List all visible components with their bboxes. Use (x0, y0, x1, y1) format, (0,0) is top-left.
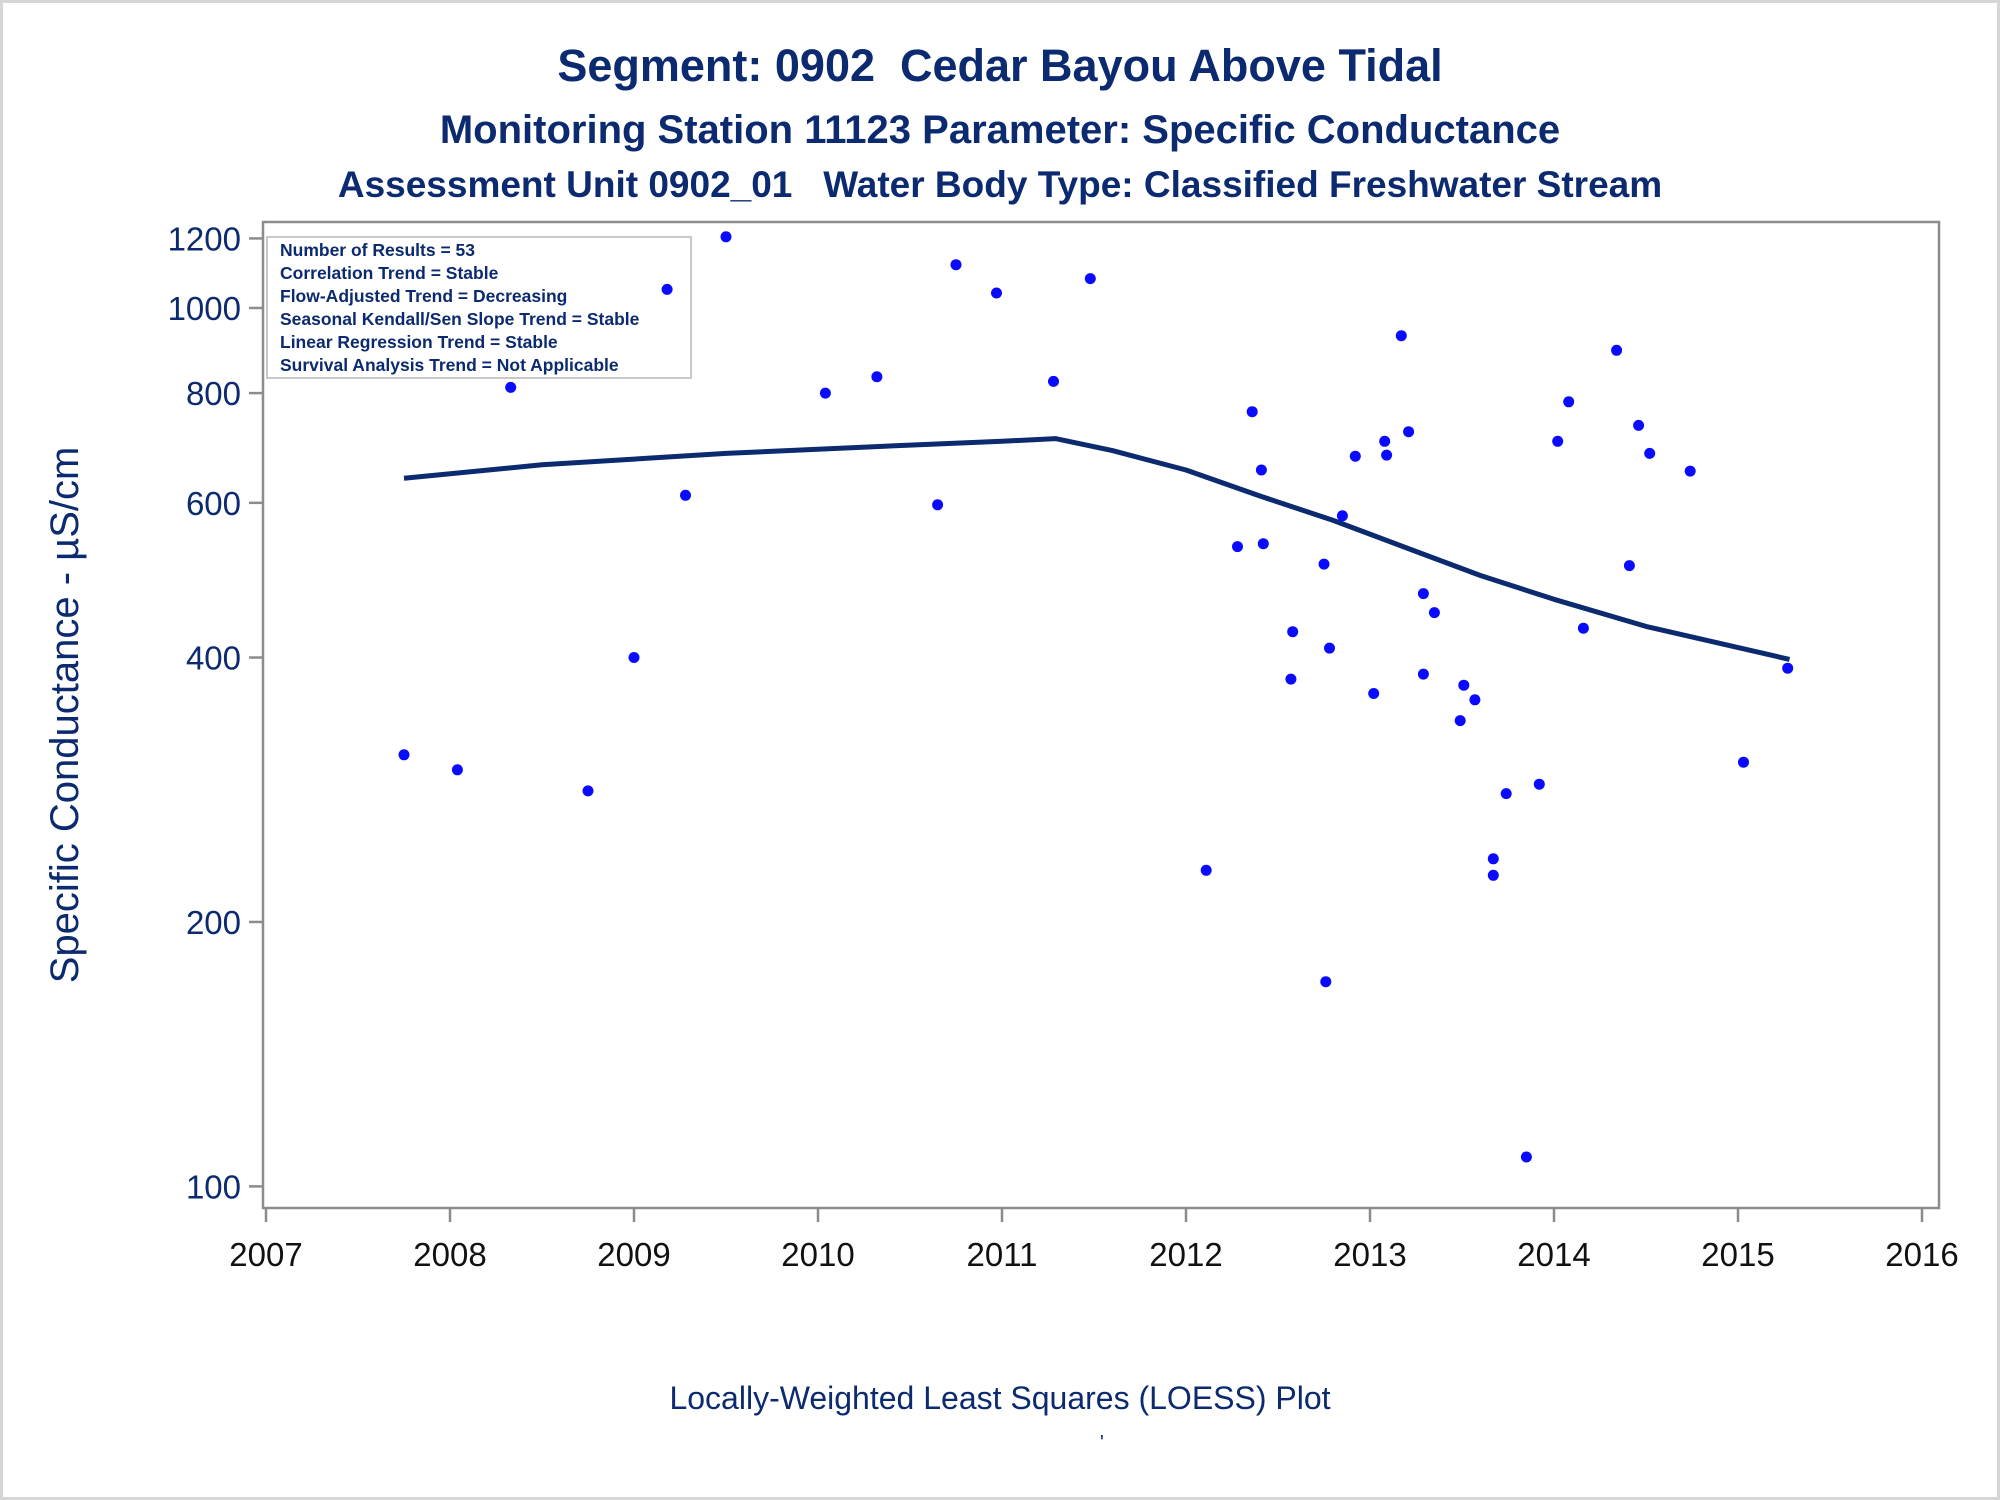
data-point (1336, 510, 1348, 522)
data-points (398, 231, 1794, 1163)
data-point (950, 259, 962, 271)
data-point (1232, 541, 1243, 553)
y-tick-label: 800 (186, 375, 241, 412)
y-tick-label: 600 (186, 485, 241, 522)
y-tick-label: 1200 (168, 220, 241, 257)
data-point (1324, 642, 1335, 654)
loess-trend-line (403, 436, 1791, 662)
data-point (1349, 450, 1361, 462)
x-axis: 2007 2008 2009 2010 2011 2012 2013 2014 2015 2016 (229, 1208, 1959, 1273)
data-point (1552, 435, 1564, 447)
data-point (1200, 864, 1212, 876)
title-block: Segment: 0902 Cedar Bayou Above Tidal Mo… (0, 30, 2000, 212)
data-point (1287, 626, 1299, 638)
x-tick-label: 2012 (1149, 1236, 1222, 1273)
stats-legend-box: Number of Results = 53 Correlation Trend… (266, 236, 692, 379)
y-tick-label: 1000 (168, 290, 241, 327)
x-tick-label: 2011 (967, 1236, 1038, 1273)
y-tick-label: 100 (186, 1168, 241, 1205)
data-point (1454, 715, 1466, 727)
data-point (1469, 694, 1481, 706)
data-point (1458, 679, 1470, 691)
data-point (1428, 607, 1440, 619)
data-point (505, 381, 517, 393)
data-point (1381, 449, 1393, 461)
data-point (1417, 668, 1429, 680)
data-point (932, 499, 944, 511)
data-point (1403, 426, 1415, 438)
stat-flow-adjusted-trend: Flow-Adjusted Trend = Decreasing (280, 286, 567, 306)
plot-area (261, 220, 1941, 1210)
stat-correlation-trend: Correlation Trend = Stable (280, 263, 499, 283)
data-point (720, 231, 732, 243)
data-point (1623, 560, 1635, 572)
data-point (628, 652, 640, 663)
data-point (1379, 435, 1391, 447)
x-tick-label: 2008 (413, 1236, 486, 1273)
y-tick-label: 400 (186, 640, 241, 677)
data-point (1417, 588, 1429, 600)
stat-seasonal-kendall-trend: Seasonal Kendall/Sen Slope Trend = Stabl… (280, 309, 640, 329)
data-point (680, 489, 691, 501)
data-point (1684, 465, 1696, 477)
footer-mark: ' (1100, 1432, 1104, 1454)
data-point (1487, 869, 1499, 881)
data-point (819, 387, 831, 399)
data-point (451, 764, 463, 776)
data-point (1782, 662, 1794, 674)
data-point (1257, 538, 1269, 550)
data-point (1255, 464, 1267, 476)
x-tick-label: 2010 (781, 1236, 854, 1273)
data-point (1246, 406, 1258, 418)
data-point (1368, 688, 1380, 699)
data-point (1644, 447, 1656, 459)
y-axis-label: Specific Conductance - µS/cm (43, 447, 87, 984)
x-tick-label: 2007 (229, 1236, 302, 1273)
x-tick-label: 2016 (1885, 1236, 1958, 1273)
y-tick-label: 200 (186, 904, 241, 941)
stats-legend-frame (266, 236, 692, 379)
data-point (991, 287, 1002, 299)
data-point (1487, 853, 1499, 865)
x-tick-label: 2015 (1701, 1236, 1774, 1273)
data-point (1084, 273, 1096, 285)
data-point (1577, 622, 1589, 634)
data-point (1048, 375, 1059, 387)
data-point (1633, 419, 1645, 431)
data-point (398, 749, 410, 761)
data-point (661, 283, 673, 295)
plot-caption: Locally-Weighted Least Squares (LOESS) P… (669, 1380, 1331, 1416)
x-tick-label: 2014 (1517, 1236, 1590, 1273)
stat-survival-analysis-trend: Survival Analysis Trend = Not Applicable (280, 355, 619, 375)
stat-linear-regression-trend: Linear Regression Trend = Stable (280, 332, 558, 352)
data-point (1520, 1151, 1532, 1163)
data-point (1395, 330, 1407, 342)
x-tick-label: 2013 (1333, 1236, 1406, 1273)
data-point (1500, 788, 1512, 800)
x-tick-label: 2009 (597, 1236, 670, 1273)
data-point (1563, 396, 1575, 408)
chart-subtitle: Monitoring Station 11123 Parameter: Spec… (439, 108, 1561, 152)
data-point (1738, 756, 1749, 768)
data-point (1285, 673, 1297, 685)
chart-title: Segment: 0902 Cedar Bayou Above Tidal (557, 40, 1443, 91)
data-point (582, 785, 594, 797)
y-axis: 100 200 400 600 800 1000 1200 (168, 220, 263, 1205)
stat-number-of-results: Number of Results = 53 (280, 240, 475, 260)
chart-subtitle-2: Assessment Unit 0902_01 Water Body Type:… (337, 164, 1663, 205)
data-point (1320, 976, 1332, 988)
data-point (1611, 344, 1623, 356)
data-point (1533, 778, 1545, 790)
data-point (1318, 558, 1330, 570)
data-point (871, 371, 883, 383)
